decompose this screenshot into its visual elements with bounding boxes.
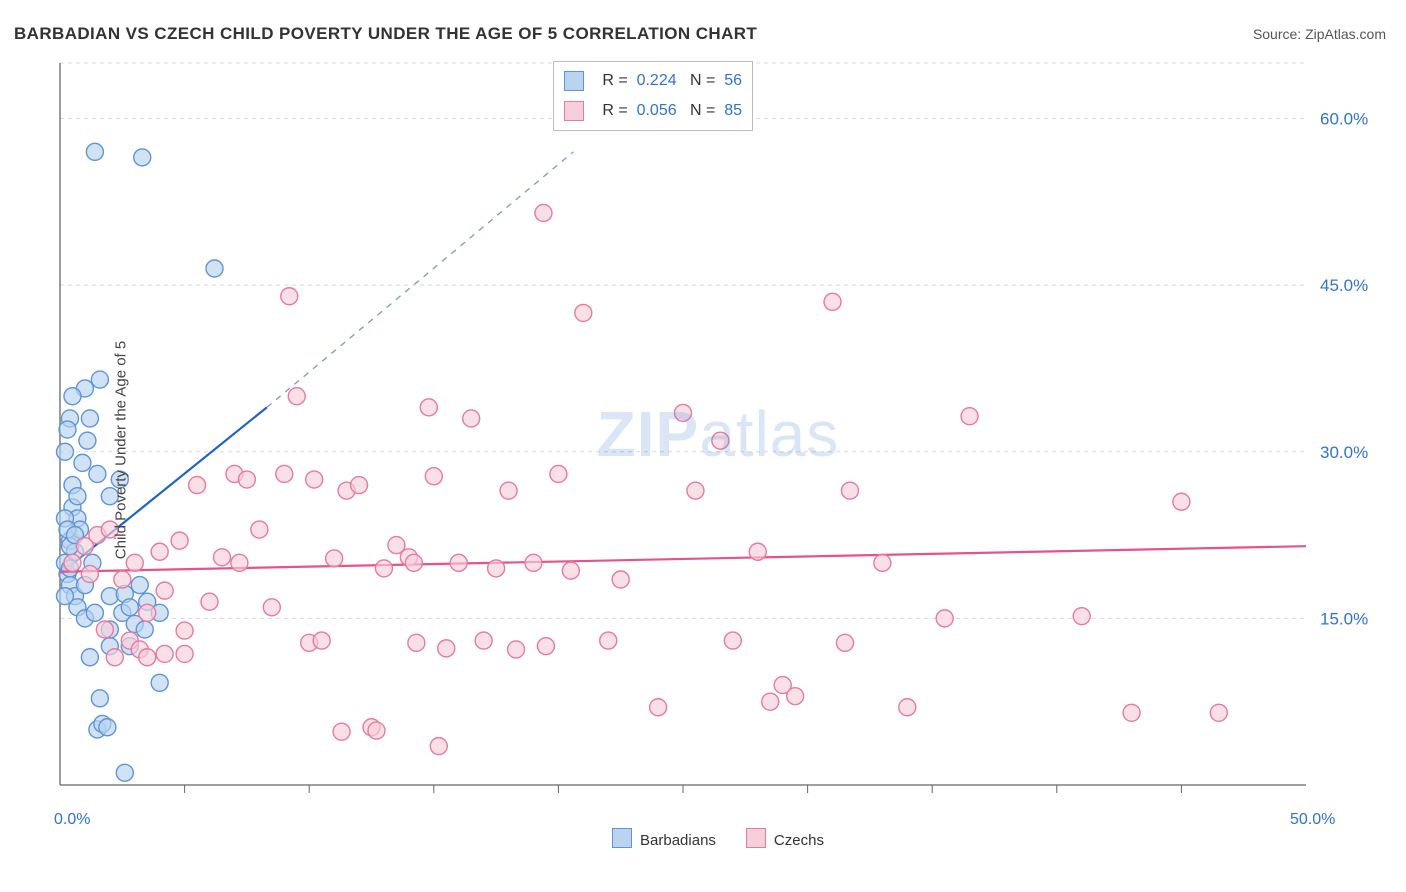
x-axis-max-label: 50.0%: [1290, 811, 1335, 829]
svg-text:60.0%: 60.0%: [1320, 110, 1368, 129]
swatch-czechs: [746, 828, 766, 848]
chart-title: BARBADIAN VS CZECH CHILD POVERTY UNDER T…: [14, 24, 757, 44]
bottom-legend: Barbadians Czechs: [50, 828, 1386, 849]
stats-row: R = 0.224 N = 56: [564, 66, 742, 96]
scatter-plot: 15.0% 30.0% 45.0% 60.0%: [50, 55, 1386, 845]
legend-label-barbadians: Barbadians: [640, 832, 716, 849]
stats-text: R = 0.056 N = 85: [602, 102, 742, 120]
source-name: ZipAtlas.com: [1305, 26, 1386, 42]
svg-text:45.0%: 45.0%: [1320, 276, 1368, 295]
stats-text: R = 0.224 N = 56: [602, 72, 742, 90]
correlation-stats-box: R = 0.224 N = 56 R = 0.056 N = 85: [553, 61, 753, 131]
legend-item-barbadians: Barbadians: [612, 828, 716, 849]
x-axis-min-label: 0.0%: [54, 811, 90, 829]
stats-swatch: [564, 101, 584, 121]
source-attribution: Source: ZipAtlas.com: [1253, 26, 1386, 42]
plot-area: Child Poverty Under the Age of 5 15.0% 30…: [50, 55, 1386, 845]
stats-row: R = 0.056 N = 85: [564, 96, 742, 126]
y-axis-label: Child Poverty Under the Age of 5: [113, 341, 130, 559]
legend-item-czechs: Czechs: [746, 828, 824, 849]
stats-swatch: [564, 71, 584, 91]
legend-label-czechs: Czechs: [774, 832, 824, 849]
source-label: Source:: [1253, 26, 1305, 42]
swatch-barbadians: [612, 828, 632, 848]
svg-text:30.0%: 30.0%: [1320, 443, 1368, 462]
svg-text:15.0%: 15.0%: [1320, 609, 1368, 628]
